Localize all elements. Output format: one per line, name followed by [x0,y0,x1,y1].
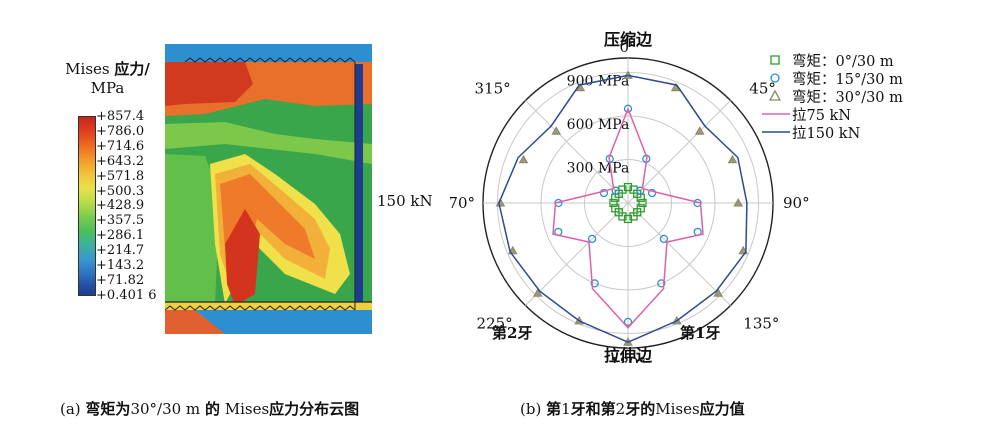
legend-item-m30: 弯矩：30°/30 m [760,87,903,106]
tooth-2-annotation: 第2牙 [492,324,532,342]
marker-m15 [590,279,599,288]
radial-tick-label: 600 MPa [567,117,630,133]
angle-tick-label: 0° [619,38,636,56]
marker-m30 [733,197,744,207]
colorbar-tick-label: +500.3 [96,183,145,199]
colorbar-tick-label: +714.6 [96,138,145,154]
marker-m15 [647,188,657,198]
marker-m30 [694,126,705,135]
angle-tick-label: 90° [783,194,810,212]
marker-m0 [623,214,633,224]
caption-a: (a) 弯矩为30°/30 m 的 Mises应力分布云图 [60,400,360,418]
polar-grid-spoke [627,100,731,204]
polar-grid-spoke [627,202,731,306]
colorbar-tick-label: +71.82 [96,272,145,288]
colorbar-tick-label: +143.2 [96,258,145,274]
colorbar-tick-label: +286.1 [96,228,145,244]
legend-item-m0: 弯矩：0°/30 m [760,51,903,70]
polar-grid-spoke [525,202,629,306]
angle-tick-label: 315° [475,80,511,98]
pink-line-icon [762,113,790,115]
marker-m30 [727,154,738,164]
marker-m30 [551,126,562,135]
marker-m15 [623,104,633,113]
angle-tick-label: 270° [450,194,475,212]
colorbar-tick-label: +857.4 [96,109,145,124]
polar-grid-spoke [525,100,629,204]
angle-tick-label: 225° [477,314,513,332]
angle-tick-label: 45° [749,80,776,98]
colorbar [78,116,96,296]
colorbar-title: Mises 应力/ MPa [65,60,150,97]
marker-m0 [611,204,620,213]
green-square-marker-icon [770,55,780,65]
marker-m30 [532,288,543,297]
marker-m15 [659,234,669,244]
marker-m0 [623,182,633,192]
tooth-1-annotation: 第1牙 [680,324,720,342]
colorbar-tick-label: +214.7 [96,243,145,259]
mises-contour-plot [165,44,372,334]
marker-m30 [713,288,724,297]
blue-circle-marker-icon [770,73,780,83]
colorbar-tick-label: +0.401 6 [96,287,157,303]
angle-tick-label: 135° [743,314,779,332]
tension-side-label: 拉伸边 [604,346,653,363]
marker-m15 [636,186,645,195]
colorbar-tick-label: +571.8 [96,168,145,184]
colorbar-tick-label: +786.0 [96,123,145,139]
marker-m15 [657,279,666,288]
load-label: 150 kN [377,192,433,210]
colorbar-tick-label: +643.2 [96,153,145,169]
marker-m0 [609,198,618,208]
gray-triangle-marker-icon [768,89,782,101]
marker-m0 [629,212,638,221]
marker-m30 [518,154,529,164]
marker-m15 [599,188,609,198]
marker-m15 [587,234,597,244]
legend-item-m15: 弯矩：15°/30 m [760,69,903,88]
colorbar-tick-labels: +857.4 +786.0 +714.6 +643.2 +571.8 +500.3 +428… [96,109,157,304]
legend-item-pull150: 拉150 kN [760,123,903,142]
compression-side-label: 压缩边 [604,30,653,49]
polar-legend: 弯矩：0°/30 m 弯矩：15°/30 m 弯矩：30°/30 m 拉75 k… [760,51,903,142]
marker-m15 [623,317,633,327]
colorbar-tick-label: +428.9 [96,198,145,214]
series-line-pull75 [552,106,704,329]
marker-m0 [638,198,647,208]
colorbar-tick-label: +357.5 [96,213,145,229]
marker-m15 [611,186,620,195]
legend-item-pull75: 拉75 kN [760,105,903,124]
angle-tick-label: 180° [610,354,646,363]
radial-tick-label: 300 MPa [567,161,630,177]
caption-b: (b) 第1牙和第2牙的Mises应力值 [520,400,745,418]
series-line-pull150 [498,74,748,344]
navy-line-icon [762,131,790,133]
